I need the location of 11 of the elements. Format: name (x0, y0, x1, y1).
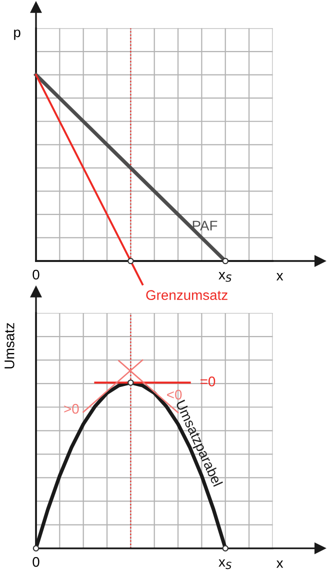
x-axis-title: x (276, 560, 284, 568)
y-axis-title: Umsatz (4, 323, 14, 368)
series-label: Grenzumsatz (146, 290, 228, 300)
x-tick-label: x$_{S}$ (218, 272, 232, 282)
x-tick-label: 0 (32, 270, 40, 280)
x-tick-label: 0 (32, 557, 40, 567)
y-axis-title: p (14, 30, 20, 40)
series-label: =0 (200, 376, 216, 386)
x-tick-label: x$_{S}$ (218, 559, 232, 570)
series-label: PAF (192, 220, 218, 230)
x-axis-title: x (276, 273, 284, 280)
